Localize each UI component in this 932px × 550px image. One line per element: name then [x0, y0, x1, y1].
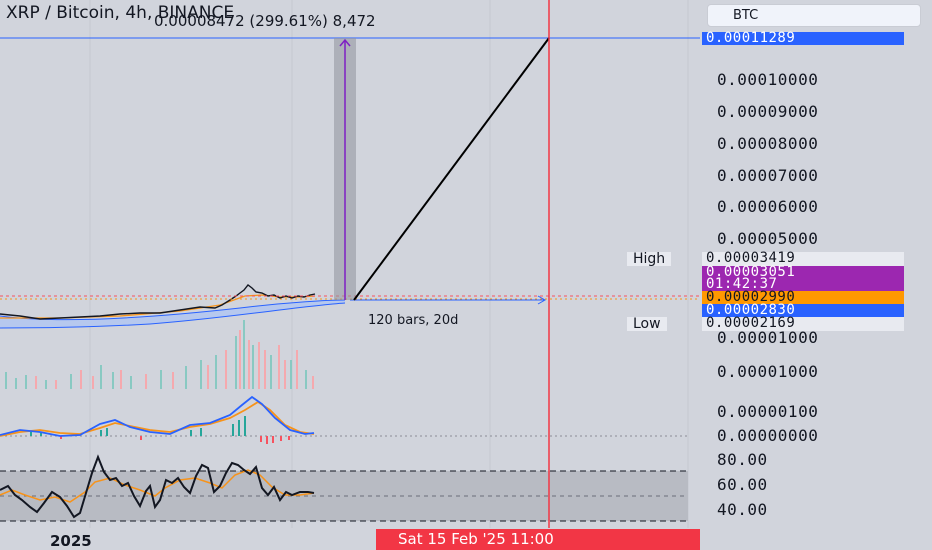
rsi-line [0, 454, 315, 519]
target-price-tag: 0.00011289 [702, 31, 904, 45]
rsi-scale-label: 80.00 [717, 450, 768, 469]
price-scale-label: 0.00009000 [717, 102, 819, 121]
volume-bars [5, 320, 314, 389]
price-scale-label: 0.00005000 [717, 229, 819, 248]
rsi-scale-label: 40.00 [717, 500, 768, 519]
trend-line [353, 37, 550, 301]
macd-scale-label: 0.00000000 [717, 426, 819, 445]
channel-upper [0, 299, 346, 321]
blue-price-tag: 0.00002830 [702, 303, 904, 317]
price-scale-label: 0.00006000 [717, 197, 819, 216]
macd-pane [0, 395, 688, 444]
price-scale-label: 0.00007000 [717, 166, 819, 185]
high-label: High [627, 252, 672, 266]
channel-lower [0, 302, 346, 329]
time-axis-year: 2025 [50, 532, 92, 550]
price-scale-label: 0.00001000 [717, 362, 819, 381]
macd-signal-line [0, 400, 315, 437]
price-scale-label: 0.00008000 [717, 134, 819, 153]
price-scale-label: 0.00001000 [717, 328, 819, 347]
price-line [0, 284, 316, 320]
high-price-tag: 0.00003419 [702, 251, 904, 266]
price-scale-label: 0.00010000 [717, 70, 819, 89]
price-range-tool[interactable] [334, 38, 356, 300]
low-label: Low [627, 317, 667, 331]
rsi-pane [0, 454, 688, 522]
low-price-tag: 0.00002169 [702, 316, 904, 331]
rsi-signal-line [0, 469, 315, 503]
last-price-tag: 0.00003051 [702, 265, 904, 279]
crosshair-time-label: Sat 15 Feb '25 11:00 [376, 529, 700, 550]
macd-line [0, 395, 315, 437]
channel-area [0, 300, 345, 328]
rsi-scale-label: 60.00 [717, 475, 768, 494]
symbol-title[interactable]: XRP / Bitcoin, 4h, BINANCE [6, 3, 235, 23]
macd-scale-label: 0.00000100 [717, 402, 819, 421]
measure-readout: 0.00008472 (299.61%) 8,472 [154, 12, 376, 30]
currency-button[interactable]: BTC [707, 4, 921, 27]
close-price-tag: 0.00002990 [702, 290, 904, 304]
bars-range-label: 120 bars, 20d [368, 313, 459, 328]
countdown-tag: 01:42:37 [702, 277, 904, 291]
